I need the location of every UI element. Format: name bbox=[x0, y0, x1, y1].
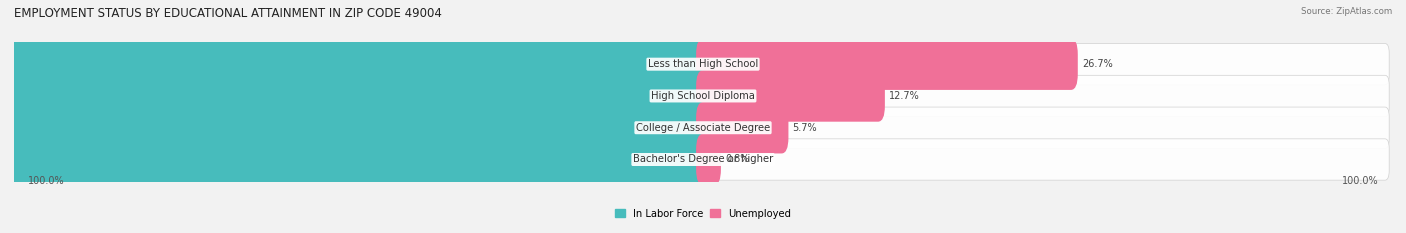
Text: 100.0%: 100.0% bbox=[28, 176, 65, 186]
Text: Source: ZipAtlas.com: Source: ZipAtlas.com bbox=[1301, 7, 1392, 16]
Text: 26.7%: 26.7% bbox=[1083, 59, 1112, 69]
FancyBboxPatch shape bbox=[17, 107, 1389, 148]
FancyBboxPatch shape bbox=[0, 102, 710, 154]
Text: EMPLOYMENT STATUS BY EDUCATIONAL ATTAINMENT IN ZIP CODE 49004: EMPLOYMENT STATUS BY EDUCATIONAL ATTAINM… bbox=[14, 7, 441, 20]
FancyBboxPatch shape bbox=[0, 70, 710, 122]
Text: 12.7%: 12.7% bbox=[889, 91, 920, 101]
FancyBboxPatch shape bbox=[696, 134, 721, 185]
Text: High School Diploma: High School Diploma bbox=[651, 91, 755, 101]
FancyBboxPatch shape bbox=[0, 134, 710, 185]
Text: 5.7%: 5.7% bbox=[793, 123, 817, 133]
FancyBboxPatch shape bbox=[696, 38, 1078, 90]
FancyBboxPatch shape bbox=[17, 75, 1389, 116]
Text: Less than High School: Less than High School bbox=[648, 59, 758, 69]
Text: 0.8%: 0.8% bbox=[725, 154, 749, 164]
FancyBboxPatch shape bbox=[0, 38, 710, 90]
Legend: In Labor Force, Unemployed: In Labor Force, Unemployed bbox=[616, 209, 790, 219]
FancyBboxPatch shape bbox=[17, 44, 1389, 85]
FancyBboxPatch shape bbox=[696, 70, 884, 122]
Text: Bachelor's Degree or higher: Bachelor's Degree or higher bbox=[633, 154, 773, 164]
FancyBboxPatch shape bbox=[696, 102, 789, 154]
FancyBboxPatch shape bbox=[17, 139, 1389, 180]
Text: 100.0%: 100.0% bbox=[1341, 176, 1378, 186]
Text: College / Associate Degree: College / Associate Degree bbox=[636, 123, 770, 133]
